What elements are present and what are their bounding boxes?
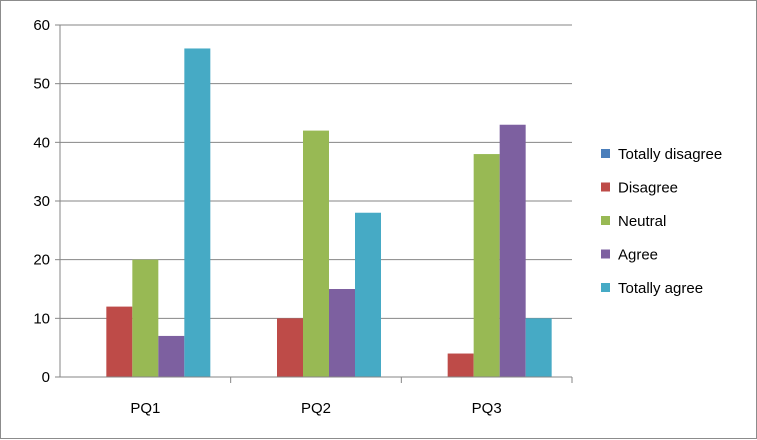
bar-neutral-pq2 xyxy=(303,130,329,377)
legend-label: Disagree xyxy=(618,180,678,197)
bar-neutral-pq3 xyxy=(473,154,500,377)
legend-label: Agree xyxy=(618,247,658,264)
bar-totally-agree-pq2 xyxy=(355,212,381,377)
x-tick-label: PQ3 xyxy=(472,400,502,417)
y-tick-label: 60 xyxy=(33,17,50,34)
x-tick-labels: PQ1 PQ2 PQ3 xyxy=(130,400,501,417)
y-tick-label: 50 xyxy=(33,76,50,93)
legend-label: Neutral xyxy=(618,213,666,230)
y-tick-label: 30 xyxy=(33,193,50,210)
bar-agree-pq2 xyxy=(329,289,355,377)
y-tick-label: 10 xyxy=(33,310,50,327)
x-tick-label: PQ1 xyxy=(130,400,160,417)
bar-neutral-pq1 xyxy=(132,259,159,377)
legend-swatch xyxy=(601,182,610,192)
legend-swatch xyxy=(601,249,610,259)
legend-swatch xyxy=(601,283,610,292)
bar-agree-pq3 xyxy=(499,124,526,377)
bars xyxy=(106,48,552,377)
y-tick-label: 0 xyxy=(42,369,50,386)
bar-disagree-pq3 xyxy=(447,353,474,377)
axes xyxy=(55,24,573,383)
bar-totally-agree-pq1 xyxy=(184,48,211,377)
bar-agree-pq1 xyxy=(158,335,185,377)
legend: Totally disagree Disagree Neutral Agree Tota… xyxy=(601,146,722,297)
legend-swatch xyxy=(601,216,610,225)
bar-disagree-pq1 xyxy=(106,306,133,377)
bar-disagree-pq2 xyxy=(277,318,303,377)
legend-swatch xyxy=(601,149,610,158)
y-tick-label: 20 xyxy=(33,252,50,269)
legend-label: Totally disagree xyxy=(618,146,722,163)
legend-label: Totally agree xyxy=(618,280,703,297)
x-tick-label: PQ2 xyxy=(301,400,331,417)
bar-totally-agree-pq3 xyxy=(525,318,552,377)
y-tick-labels: 0 10 20 30 40 50 60 xyxy=(33,17,50,386)
y-tick-label: 40 xyxy=(33,134,50,151)
